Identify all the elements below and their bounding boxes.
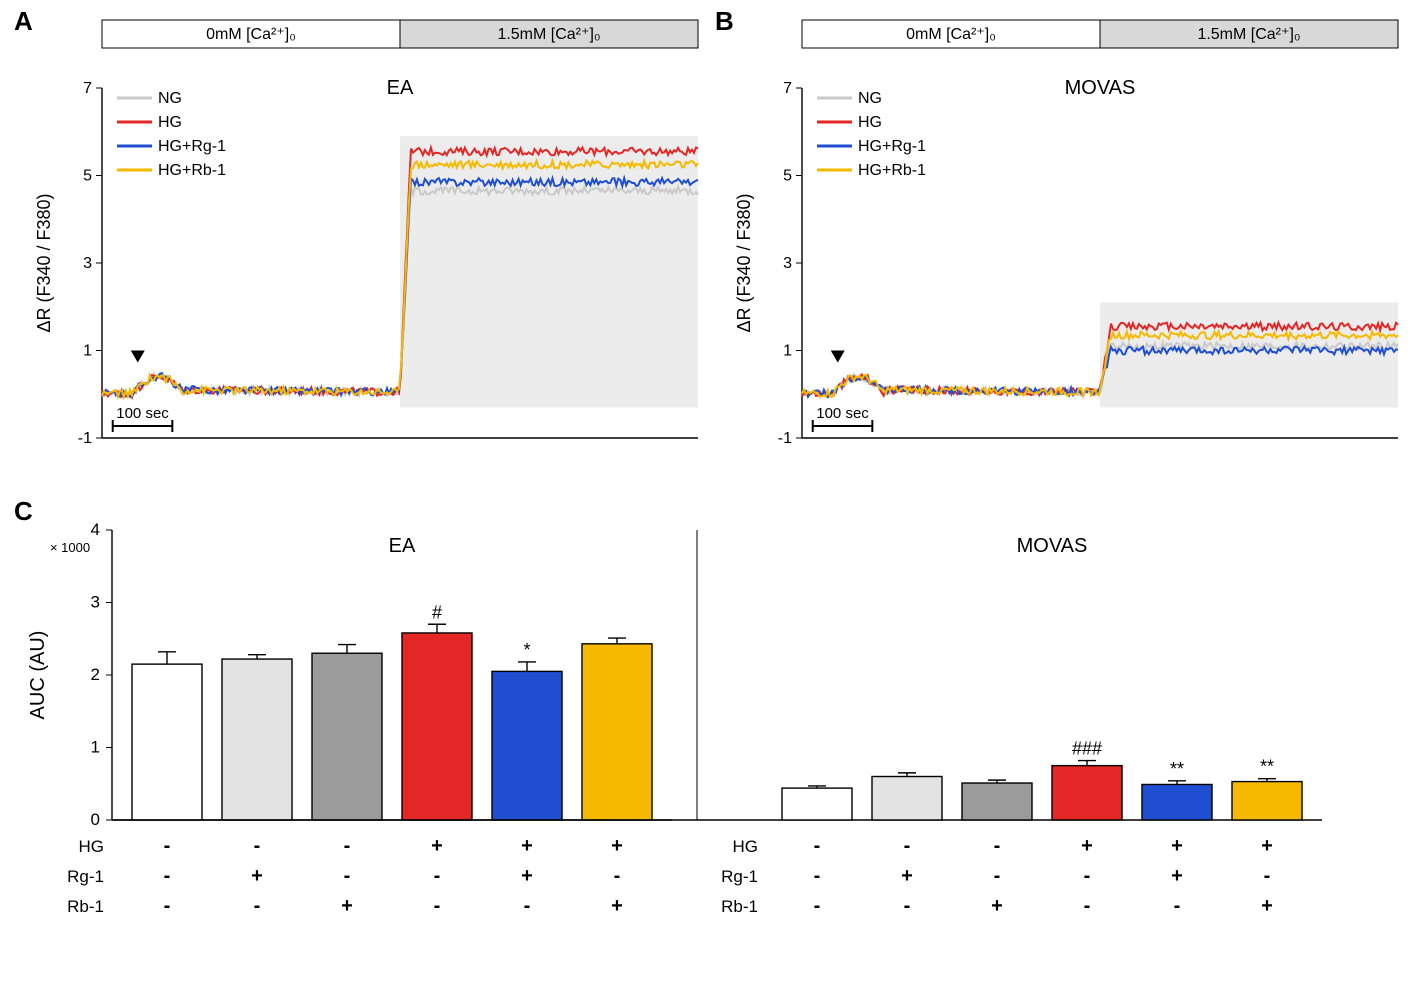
- svg-text:MOVAS: MOVAS: [1065, 77, 1136, 99]
- svg-text:HG: HG: [79, 837, 105, 856]
- svg-text:-: -: [164, 835, 171, 857]
- svg-text:3: 3: [83, 255, 92, 272]
- svg-text:1.5mM [Ca²⁺]₀: 1.5mM [Ca²⁺]₀: [497, 26, 600, 43]
- svg-text:-: -: [434, 865, 441, 887]
- svg-text:-: -: [1264, 865, 1271, 887]
- svg-text:4: 4: [91, 520, 100, 539]
- svg-text:-: -: [814, 835, 821, 857]
- svg-text:-: -: [614, 865, 621, 887]
- svg-text:-: -: [994, 865, 1001, 887]
- svg-text:ΔR (F340 / F380): ΔR (F340 / F380): [34, 193, 54, 332]
- svg-text:-: -: [344, 865, 351, 887]
- svg-text:EA: EA: [387, 77, 414, 99]
- trace-chart-b: 0mM [Ca²⁺]₀ 1.5mM [Ca²⁺]₀ MOVAS -1 1 3 5 7 ΔR (F…: [730, 8, 1410, 478]
- svg-text:1: 1: [91, 738, 100, 757]
- svg-text:#: #: [432, 602, 442, 622]
- trace-chart-a: 0mM [Ca²⁺]₀ 1.5mM [Ca²⁺]₀ EA -1 1 3 5 7 ΔR (F340…: [30, 8, 710, 478]
- svg-text:2: 2: [91, 665, 100, 684]
- svg-text:-1: -1: [778, 430, 792, 447]
- svg-text:**: **: [1170, 759, 1184, 779]
- svg-text:+: +: [521, 865, 533, 887]
- svg-text:NG: NG: [858, 90, 882, 107]
- svg-text:-: -: [1084, 865, 1091, 887]
- svg-text:1.5mM [Ca²⁺]₀: 1.5mM [Ca²⁺]₀: [1197, 26, 1300, 43]
- svg-text:-: -: [1174, 895, 1181, 917]
- svg-text:-: -: [254, 835, 261, 857]
- svg-text:HG+Rg-1: HG+Rg-1: [158, 138, 226, 155]
- svg-text:+: +: [1171, 835, 1183, 857]
- svg-text:100 sec: 100 sec: [116, 405, 169, 422]
- svg-text:0mM [Ca²⁺]₀: 0mM [Ca²⁺]₀: [906, 26, 996, 43]
- svg-text:3: 3: [91, 593, 100, 612]
- svg-text:NG: NG: [158, 90, 182, 107]
- svg-text:-: -: [814, 895, 821, 917]
- svg-text:+: +: [341, 895, 353, 917]
- svg-text:HG: HG: [733, 837, 759, 856]
- svg-text:-: -: [434, 895, 441, 917]
- svg-text:ΔR (F340 / F380): ΔR (F340 / F380): [734, 193, 754, 332]
- svg-text:+: +: [1261, 895, 1273, 917]
- svg-text:-: -: [164, 865, 171, 887]
- svg-text:7: 7: [83, 80, 92, 97]
- svg-text:EA: EA: [389, 535, 416, 557]
- svg-text:MOVAS: MOVAS: [1017, 535, 1088, 557]
- svg-text:7: 7: [783, 80, 792, 97]
- svg-text:**: **: [1260, 757, 1274, 777]
- svg-text:-: -: [1084, 895, 1091, 917]
- svg-text:-: -: [814, 865, 821, 887]
- svg-text:5: 5: [83, 168, 92, 185]
- svg-text:-: -: [524, 895, 531, 917]
- svg-text:###: ###: [1072, 739, 1102, 759]
- svg-text:+: +: [1081, 835, 1093, 857]
- svg-text:1: 1: [83, 343, 92, 360]
- svg-text:HG+Rb-1: HG+Rb-1: [158, 162, 226, 179]
- svg-text:-: -: [164, 895, 171, 917]
- svg-text:1: 1: [783, 343, 792, 360]
- svg-text:HG+Rg-1: HG+Rg-1: [858, 138, 926, 155]
- svg-text:0: 0: [91, 810, 100, 829]
- svg-text:+: +: [1261, 835, 1273, 857]
- svg-text:× 1000: × 1000: [50, 540, 90, 555]
- svg-text:+: +: [901, 865, 913, 887]
- svg-text:0mM [Ca²⁺]₀: 0mM [Ca²⁺]₀: [206, 26, 296, 43]
- svg-text:Rb-1: Rb-1: [67, 897, 104, 916]
- svg-text:Rg-1: Rg-1: [721, 867, 758, 886]
- svg-text:-: -: [904, 895, 911, 917]
- svg-text:100 sec: 100 sec: [816, 405, 869, 422]
- svg-text:-: -: [994, 835, 1001, 857]
- bar-chart-c: 0 1 2 3 4 AUC (AU) × 1000 EA # * HG - - - + + + Rg-1 - + - - +…: [12, 500, 1412, 1000]
- svg-text:HG: HG: [158, 114, 182, 131]
- svg-text:-1: -1: [78, 430, 92, 447]
- svg-text:3: 3: [783, 255, 792, 272]
- svg-text:*: *: [523, 640, 530, 660]
- figure-root: A B C 0mM [Ca²⁺]₀1.5mM [Ca²⁺]₀EA-11357ΔR…: [0, 0, 1424, 996]
- svg-text:HG: HG: [858, 114, 882, 131]
- svg-text:+: +: [1171, 865, 1183, 887]
- svg-text:+: +: [611, 835, 623, 857]
- svg-text:+: +: [431, 835, 443, 857]
- svg-text:HG+Rb-1: HG+Rb-1: [858, 162, 926, 179]
- svg-text:-: -: [904, 835, 911, 857]
- svg-text:-: -: [254, 895, 261, 917]
- svg-text:+: +: [611, 895, 623, 917]
- svg-text:Rb-1: Rb-1: [721, 897, 758, 916]
- svg-text:+: +: [521, 835, 533, 857]
- svg-text:Rg-1: Rg-1: [67, 867, 104, 886]
- svg-text:-: -: [344, 835, 351, 857]
- svg-text:+: +: [251, 865, 263, 887]
- svg-text:+: +: [991, 895, 1003, 917]
- svg-text:AUC (AU): AUC (AU): [27, 631, 49, 720]
- svg-text:5: 5: [783, 168, 792, 185]
